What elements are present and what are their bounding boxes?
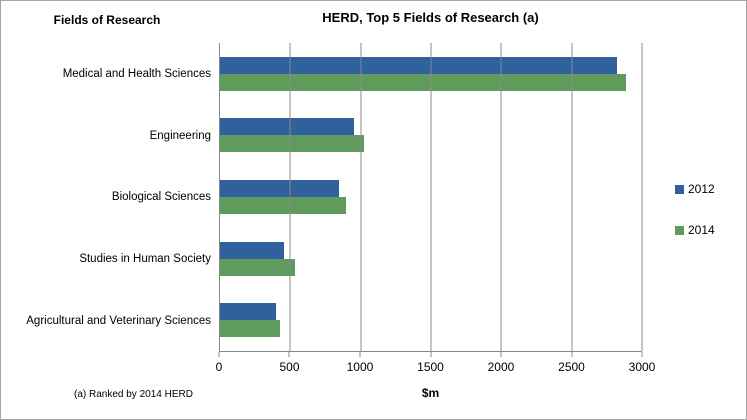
category-label: Studies in Human Society bbox=[79, 253, 211, 266]
gridline bbox=[289, 43, 291, 351]
category-label: Engineering bbox=[149, 129, 211, 142]
gridline bbox=[500, 43, 502, 351]
tick-label: 3000 bbox=[628, 360, 656, 374]
tick-label: 1500 bbox=[417, 360, 444, 374]
gridline bbox=[571, 43, 573, 351]
bar-2014 bbox=[220, 73, 626, 91]
bar-2014 bbox=[220, 196, 347, 214]
legend-label: 2012 bbox=[688, 182, 715, 196]
chart-title: HERD, Top 5 Fields of Research (a) bbox=[322, 10, 539, 25]
tick-mark bbox=[288, 352, 290, 357]
legend-item-2014: 2014 bbox=[675, 223, 715, 237]
bar-2014 bbox=[220, 320, 280, 338]
category-label: Biological Sciences bbox=[111, 191, 211, 204]
legend-swatch-icon bbox=[675, 225, 684, 235]
bar-group bbox=[220, 43, 642, 105]
y-axis-title: Fields of Research bbox=[53, 13, 161, 27]
bar-2014 bbox=[220, 258, 295, 276]
tick-label: 1000 bbox=[346, 360, 374, 374]
legend-item-2012: 2012 bbox=[675, 182, 715, 196]
footnote: (a) Ranked by 2014 HERD bbox=[74, 389, 193, 400]
x-axis-title: $m bbox=[421, 386, 440, 400]
tick-mark bbox=[218, 352, 220, 357]
gridline bbox=[360, 43, 362, 351]
tick-label: 2000 bbox=[487, 360, 515, 374]
bar-rows bbox=[220, 43, 642, 351]
bar-2012 bbox=[220, 179, 339, 197]
category-label: Agricultural and Veterinary Sciences bbox=[26, 315, 211, 328]
tick-label: 500 bbox=[279, 360, 300, 374]
tick-mark bbox=[359, 352, 361, 357]
bar-group bbox=[220, 289, 642, 351]
tick-label: 0 bbox=[215, 360, 223, 374]
bar-2012 bbox=[220, 303, 276, 321]
tick-mark bbox=[571, 352, 572, 357]
bar-2012 bbox=[220, 56, 618, 74]
category-labels: Medical and Health Sciences Engineering Bi… bbox=[1, 43, 211, 352]
bar-group bbox=[220, 228, 642, 290]
gridline bbox=[641, 43, 643, 351]
bar-group bbox=[220, 105, 642, 167]
category-label: Medical and Health Sciences bbox=[62, 67, 211, 80]
tick-mark bbox=[641, 352, 643, 357]
legend-swatch-icon bbox=[675, 184, 684, 194]
x-axis-ticks bbox=[218, 352, 643, 357]
bar-group bbox=[220, 166, 642, 228]
gridline bbox=[430, 43, 432, 351]
tick-mark bbox=[500, 352, 502, 357]
x-axis-tick-labels: 0 500 1000 1500 2000 2500 3000 bbox=[215, 360, 656, 376]
tick-label: 2500 bbox=[558, 360, 585, 374]
bar-2012 bbox=[220, 241, 285, 259]
legend-label: 2014 bbox=[688, 223, 715, 237]
legend: 2012 2014 bbox=[675, 182, 715, 264]
plot-area bbox=[219, 43, 643, 352]
bar-2014 bbox=[220, 135, 364, 153]
bar-2012 bbox=[220, 118, 355, 136]
tick-mark bbox=[430, 352, 431, 357]
